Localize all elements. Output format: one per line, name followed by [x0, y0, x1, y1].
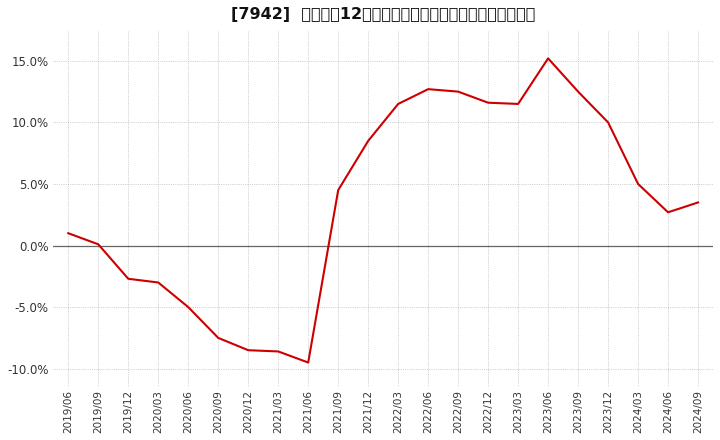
Title: [7942]  売上高の12か月移動合計の対前年同期増減率の推移: [7942] 売上高の12か月移動合計の対前年同期増減率の推移: [231, 7, 536, 22]
